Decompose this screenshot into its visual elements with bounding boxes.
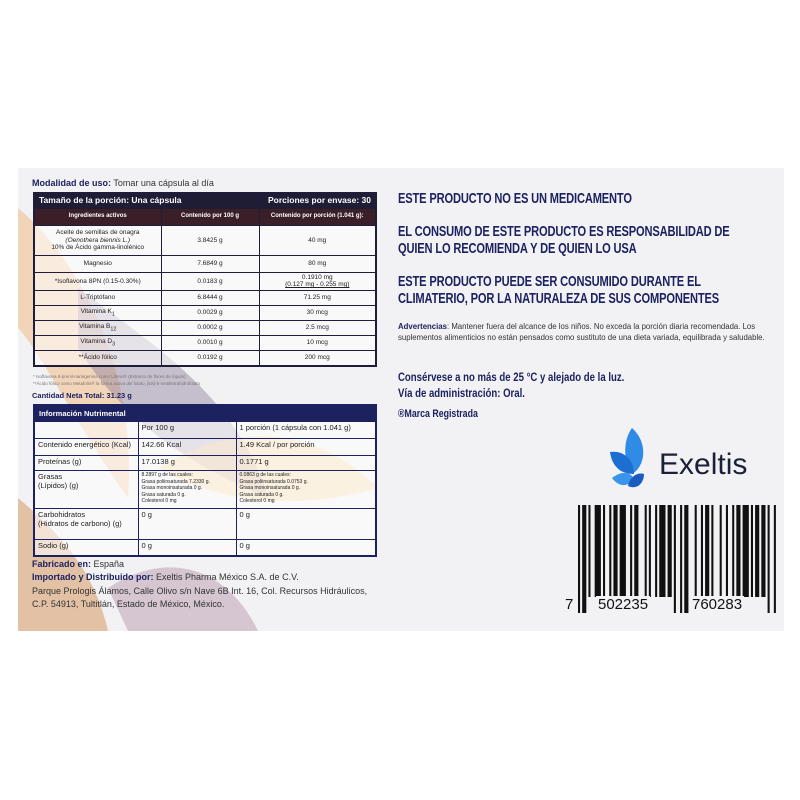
net-quantity: Cantidad Neta Total: 31.23 g — [32, 391, 132, 400]
made-in: Fabricado en: España — [32, 559, 125, 569]
table-row: **Ácido fólico 0.0192 g 200 mcg — [33, 349, 377, 367]
barcode-bar — [755, 505, 760, 597]
notice-climacteric: CLIMATERIO, POR LA NATURALEZA DE SUS COM… — [398, 290, 719, 307]
storage: Consérvese a no más de 25 °C y alejado d… — [398, 370, 625, 384]
notice-responsibility: QUIEN LO RECOMIENDA Y DE QUIEN LO USA — [398, 240, 637, 257]
barcode-bar — [648, 505, 651, 597]
barcode-bar — [684, 505, 689, 613]
barcode-bar — [725, 505, 728, 597]
trademark: ®Marca Registrada — [398, 408, 478, 420]
importer: Importado y Distribuido por: Exeltis Pha… — [32, 572, 299, 582]
brand-name: Exeltis — [659, 448, 748, 481]
barcode — [578, 505, 776, 613]
barcode-bar — [634, 505, 639, 597]
serving-size: Tamaño de la porción: Una cápsula — [33, 192, 260, 209]
barcode-bar — [603, 505, 606, 597]
barcode-bar — [705, 505, 710, 597]
warnings: Advertencias: Mantener fuera del alcance… — [398, 322, 765, 342]
barcode-bar — [578, 505, 581, 613]
table-row: Vitamina B12 0.0002 g 2.5 mcg — [33, 319, 377, 336]
barcode-bar — [619, 505, 626, 597]
barcode-digit: 7 — [563, 596, 576, 613]
barcode-bar — [655, 505, 658, 597]
importer-address: Parque Prologis Álamos, Calle Olivo s/n … — [32, 586, 368, 596]
barcode-bar — [700, 505, 703, 597]
barcode-bar — [711, 505, 714, 597]
table-row: Aceite de semillas de onagra (Oenothera b… — [33, 224, 377, 256]
notice-climacteric: ESTE PRODUCTO PUEDE SER CONSUMIDO DURANT… — [398, 273, 701, 290]
barcode-bar — [680, 505, 683, 613]
barcode-bar — [761, 505, 766, 597]
barcode-bar — [613, 505, 618, 597]
barcode-bar — [732, 505, 735, 597]
barcode-bar — [773, 505, 776, 613]
barcode-bar — [667, 505, 672, 597]
nutrition-title: Información Nutrimental — [33, 404, 377, 422]
footnote: **Ácido fólico como Metafolin® la forma … — [33, 381, 201, 386]
table-row: Vitamina K1 0.0029 g 30 mcg — [33, 304, 377, 321]
table-row: L-Triptófano 6.8444 g 71.25 mg — [33, 289, 377, 306]
barcode-bar — [644, 505, 647, 597]
notice-responsibility: EL CONSUMO DE ESTE PRODUCTO ES RESPONSAB… — [398, 223, 730, 240]
barcode-bar — [736, 505, 741, 597]
barcode-bar — [694, 505, 697, 597]
barcode-bar — [609, 505, 612, 597]
barcode-bar — [742, 505, 749, 597]
barcode-bar — [719, 505, 722, 597]
table-row: Carbohidratos (Hidratos de carbono) (g) 0 … — [33, 508, 377, 540]
barcode-bar — [588, 505, 591, 597]
table-row: Proteínas (g) 17.0138 g 0.1771 g — [33, 455, 377, 471]
usage-line: Modalidad de uso: Tomar una cápsula al d… — [32, 178, 214, 188]
table-row: Contenido energético (Kcal) 142.66 Kcal 1.… — [33, 438, 377, 456]
table-row: Magnesio 7.6849 g 80 mg — [33, 254, 377, 273]
barcode-bar — [582, 505, 587, 613]
barcode-bar — [630, 505, 633, 597]
barcode-bar — [673, 505, 676, 613]
barcode-bar — [767, 505, 770, 613]
ingredients-table: Tamaño de la porción: Una cápsula Porcion… — [33, 192, 378, 368]
route: Vía de administración: Oral. — [398, 386, 525, 400]
barcode-bar — [750, 505, 753, 597]
barcode-bar — [659, 505, 666, 597]
table-row: Grasas (Lípidos) (g) 8.2897 g de las cual… — [33, 470, 377, 509]
barcode-digits-left: 502235 — [596, 596, 651, 613]
package-panel: Modalidad de uso: Tomar una cápsula al d… — [18, 168, 784, 631]
importer-address: C.P. 54913, Tultitlán, Estado de México,… — [32, 599, 225, 609]
table-row: Vitamina D3 0.0010 g 10 mcg — [33, 334, 377, 351]
table-row: *Isoflavona 8PN (0.15-0.30%) 0.0183 g 0.19… — [33, 271, 377, 291]
servings-per-package: Porciones por envase: 30 — [258, 192, 377, 209]
barcode-bar — [594, 505, 601, 597]
footnote: * Isoflavona 8-prenil-naringenina como L… — [33, 374, 186, 379]
notice-not-medicine: ESTE PRODUCTO NO ES UN MEDICAMENTO — [398, 190, 632, 207]
exeltis-logo-icon — [610, 428, 644, 488]
barcode-digits-right: 760283 — [690, 596, 745, 613]
